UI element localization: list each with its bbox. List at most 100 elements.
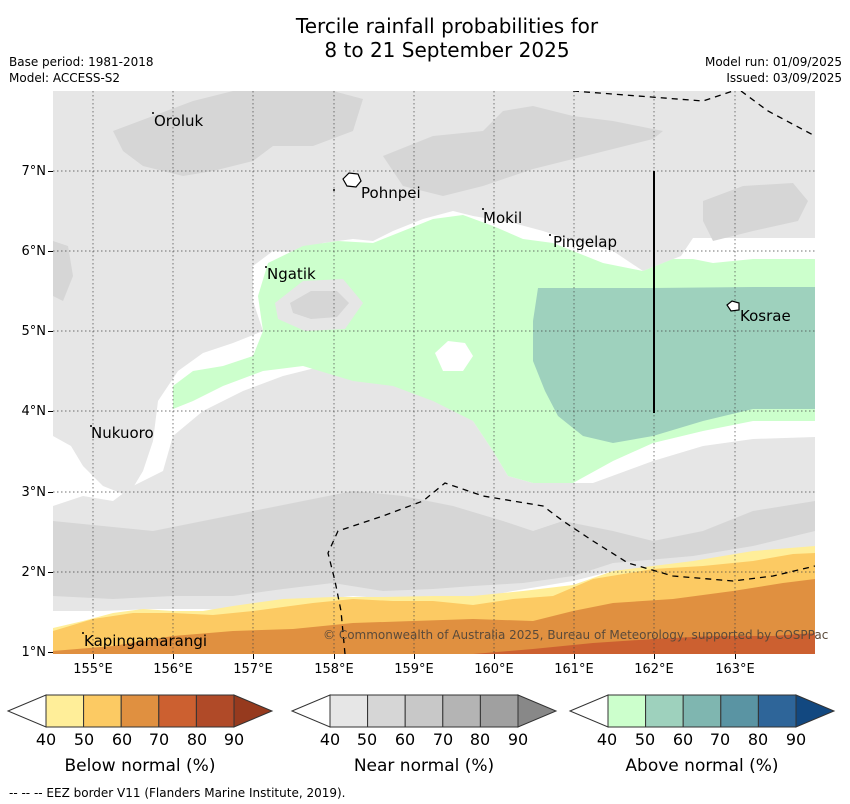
colorbar-above-segment [607,694,647,728]
lat-tick [48,171,53,172]
lon-tick [253,654,254,659]
island-label-pingelap: Pingelap [553,233,618,251]
colorbar-below-segment [195,694,235,728]
lon-tick [494,654,495,659]
lon-tick [654,654,655,659]
colorbar-below-segment [158,694,197,728]
lon-label-160e: 160°E [474,662,514,677]
lon-tick [93,654,94,659]
colorbar-above-level: 90 [785,730,807,749]
colorbar-near-normal [290,694,558,728]
colorbar-near-segment [442,694,481,728]
map-svg [53,91,815,654]
kosrae-outline [726,300,740,312]
colorbar-below-level: 60 [111,730,133,749]
colorbar-above-segment [645,694,684,728]
lon-label-161e: 161°E [554,662,594,677]
colorbar-above-normal [568,694,836,728]
oroluk-dot [152,112,154,114]
colorbar-near-level: 90 [507,730,529,749]
near-normal-40-region [53,91,815,496]
colorbar-above-level: 70 [709,730,731,749]
lon-label-159e: 159°E [394,662,434,677]
nukuoro-dot [90,425,92,427]
lat-tick [48,331,53,332]
colorbar-below-level: 90 [223,730,245,749]
island-label-oroluk: Oroluk [154,112,204,130]
colorbar-below-normal [6,694,274,728]
map-title-line2: 8 to 21 September 2025 [324,38,570,62]
lon-tick [414,654,415,659]
lon-tick [173,654,174,659]
colorbar-near-level: 60 [394,730,416,749]
near-normal-50-south [53,491,815,599]
base-period: Base period: 1981-2018 [9,55,154,69]
lat-tick [48,251,53,252]
island-label-nukuoro: Nukuoro [91,424,154,442]
pohnpei-dot [333,189,335,191]
island-label-ngatik: Ngatik [267,265,316,283]
colorbar-below-segment [120,694,160,728]
colorbar-near-segment [367,694,406,728]
below-normal-70-band [473,633,815,654]
colorbar-below-label: Below normal (%) [64,756,216,776]
lon-label-157e: 157°E [233,662,273,677]
island-label-kapingamarangi: Kapingamarangi [84,632,208,650]
colorbar-near-level: 50 [356,730,378,749]
lat-label-5n: 5°N [21,324,47,339]
colorbar-above-segment [757,694,797,728]
colorbar-above-level: 80 [747,730,769,749]
colorbar-near-level: 80 [469,730,491,749]
island-label-mokil: Mokil [483,209,523,227]
island-label-kosrae: Kosrae [740,307,791,325]
probability-map [53,91,815,654]
lat-label-4n: 4°N [21,404,47,419]
colorbar-above-level: 50 [634,730,656,749]
colorbar-above-segment [720,694,759,728]
colorbar-above-label: Above normal (%) [625,756,779,776]
lon-tick [735,654,736,659]
lon-label-158e: 158°E [314,662,354,677]
island-label-pohnpei: Pohnpei [361,184,421,202]
kapingamarangi-dot [82,632,84,634]
lat-label-6n: 6°N [21,244,47,259]
colorbar-below-max-arrow [233,694,274,728]
lat-label-2n: 2°N [21,565,47,580]
lat-label-3n: 3°N [21,485,47,500]
colorbar-near-min-arrow [290,694,331,728]
mokil-dot [482,208,484,210]
neutral-blob [435,341,473,371]
colorbar-below-level: 80 [186,730,208,749]
pingelap-dot [549,234,551,236]
lon-label-163e: 163°E [715,662,755,677]
colorbar-near-level: 40 [319,730,341,749]
eez-border [327,91,815,654]
lat-tick [48,652,53,653]
colorbar-near-segment [479,694,519,728]
ngatik-dot [265,266,267,268]
model-name: Model: ACCESS-S2 [9,71,121,85]
model-run: Model run: 01/09/2025 [704,55,842,69]
lon-tick [334,654,335,659]
lat-tick [48,492,53,493]
colorbar-near-segment [329,694,369,728]
colorbar-below-level: 50 [73,730,95,749]
lon-label-156e: 156°E [153,662,193,677]
issued-date: Issued: 03/09/2025 [726,71,842,85]
colorbar-below-segment [83,694,122,728]
colorbar-above-max-arrow [795,694,836,728]
lon-tick [574,654,575,659]
near-normal-50-north [113,91,363,176]
lat-tick [48,411,53,412]
colorbar-near-level: 70 [432,730,454,749]
colorbar-above-level: 60 [672,730,694,749]
lon-label-162e: 162°E [634,662,674,677]
colorbar-near-segment [404,694,444,728]
eez-footnote: -- -- -- EEZ border V11 (Flanders Marine… [9,786,346,800]
below-normal-60-band [53,579,815,654]
colorbar-below-segment [45,694,85,728]
colorbar-near-max-arrow [517,694,558,728]
lat-label-1n: 1°N [21,645,47,660]
near-normal-50-northcenter [383,106,663,196]
copyright-notice: © Commonwealth of Australia 2025, Bureau… [323,628,829,642]
